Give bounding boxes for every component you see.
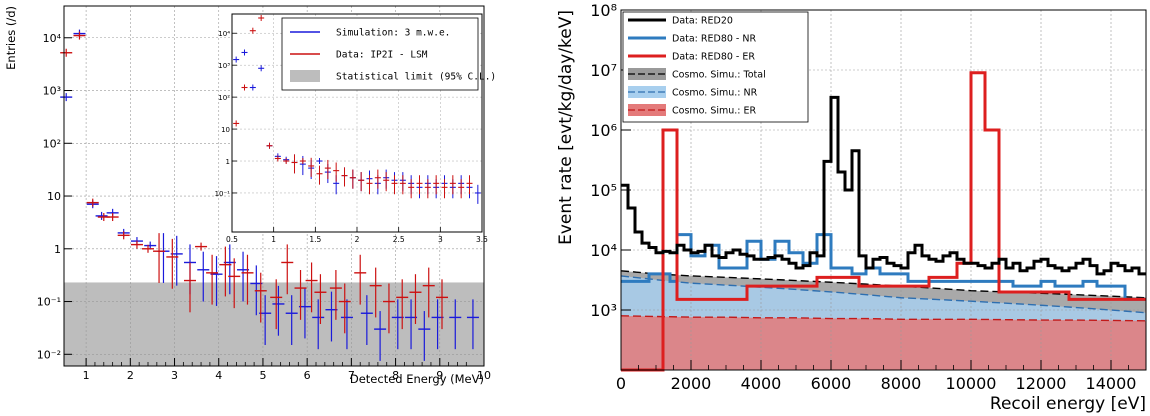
legend-stat-limit-swatch <box>290 70 320 82</box>
left-panel: 1 2 3 4 5 6 7 8 9 10 10⁻² 10⁻¹ 1 10 10² 10³ 10⁴ Detected… <box>4 5 496 386</box>
left-legend: Simulation: 3 m.w.e. Data: IP2I - LSM St… <box>281 17 496 91</box>
legend-cosmo-nr-label: Cosmo. Simu.: NR <box>672 88 758 99</box>
legend-red80-er-label: Data: RED80 - ER <box>672 52 755 63</box>
inset-y-tick-label: 10⁻¹ <box>215 190 231 198</box>
legend-cosmo-er-fill <box>628 104 666 116</box>
inset-x-tick-label: 0.5 <box>226 235 238 244</box>
right-x-tick-label: 2000 <box>671 374 712 393</box>
legend-cosmo-nr-fill <box>628 86 666 98</box>
right-simulation-line <box>620 270 1147 299</box>
left-x-tick-label: 6 <box>304 369 311 382</box>
inset-x-tick-label: 1.5 <box>309 235 321 244</box>
right-y-tick-label: 10⁷ <box>590 61 617 80</box>
right-x-tick-label: 0 <box>616 374 626 393</box>
right-legend: Data: RED20 Data: RED80 - NR Data: RED80… <box>622 11 809 123</box>
inset-y-tick-label: 10³ <box>218 62 230 70</box>
inset-axis-ticks: 0.5 1 1.5 2 2.5 3 3.5 10⁻¹ 1 10 10² 10³ 10⁴ <box>215 30 489 244</box>
left-plot-frame <box>63 5 485 367</box>
left-data-marks <box>60 29 479 361</box>
right-x-tick-label: 6000 <box>811 374 852 393</box>
inset-data-marks <box>233 14 481 204</box>
left-y-tick-label: 10⁻² <box>37 348 61 361</box>
left-y-tick-label: 10² <box>43 137 61 150</box>
inset-x-tick-label: 1 <box>271 235 276 244</box>
right-x-tick-label: 4000 <box>741 374 782 393</box>
right-x-tick-label: 14000 <box>1086 374 1137 393</box>
left-x-tick-label: 7 <box>348 369 355 382</box>
right-y-tick-label: 10⁶ <box>590 121 617 140</box>
right-legend-box <box>622 11 809 123</box>
right-data-lines <box>620 71 1147 372</box>
left-x-axis-label: Detected Energy (MeV) <box>350 372 484 386</box>
right-simulation-line <box>620 315 1147 322</box>
left-x-tick-label: 10 <box>477 369 491 382</box>
right-simulation-fill-area <box>621 315 1146 370</box>
right-y-tick-label: 10⁴ <box>590 241 617 260</box>
right-panel: 0 2000 4000 6000 8000 10000 12000 14000 10³ 10⁴ 10… <box>556 1 1147 414</box>
legend-cosmo-er-label: Cosmo. Simu.: ER <box>672 106 757 117</box>
right-x-axis-label: Recoil energy [eV] <box>990 394 1146 414</box>
left-x-tick-label: 8 <box>392 369 399 382</box>
inset-y-tick-label: 10 <box>221 126 230 134</box>
right-axis-ticks: 0 2000 4000 6000 8000 10000 12000 14000 10³ 10⁴ 10… <box>590 1 1136 393</box>
left-x-tick-label: 5 <box>259 369 266 382</box>
legend-data-ip2i-label: Data: IP2I - LSM <box>336 50 428 61</box>
legend-red20-label: Data: RED20 <box>672 16 733 27</box>
right-histogram-line <box>621 71 1146 372</box>
left-y-tick-label: 1 <box>54 243 61 256</box>
left-x-tick-label: 2 <box>127 369 134 382</box>
inset-x-tick-label: 2 <box>355 235 360 244</box>
inset-y-tick-label: 10² <box>218 94 230 102</box>
left-axis-ticks: 1 2 3 4 5 6 7 8 9 10 10⁻² 10⁻¹ 1 10 10² 10³ 10⁴ <box>37 32 491 382</box>
right-y-tick-label: 10⁸ <box>590 1 617 20</box>
statistical-limit-band <box>64 282 484 366</box>
right-x-tick-label: 12000 <box>1016 374 1067 393</box>
right-x-tick-label: 10000 <box>946 374 997 393</box>
left-x-tick-label: 1 <box>83 369 90 382</box>
right-x-tick-label: 8000 <box>881 374 922 393</box>
inset-x-tick-label: 2.5 <box>393 235 405 244</box>
legend-simulation-label: Simulation: 3 m.w.e. <box>336 28 450 39</box>
left-y-axis-label: Entries (/d) <box>4 6 18 70</box>
right-y-tick-label: 10³ <box>590 301 617 320</box>
inset-y-tick-label: 1 <box>226 158 230 166</box>
right-simulation-line <box>620 275 1147 314</box>
left-x-tick-label: 3 <box>171 369 178 382</box>
legend-red80-nr-label: Data: RED80 - NR <box>672 34 756 45</box>
left-x-tick-label: 4 <box>215 369 222 382</box>
left-x-tick-label: 9 <box>436 369 443 382</box>
right-histogram-line <box>621 95 1146 276</box>
legend-stat-limit-label: Statistical limit (95% C.L.) <box>336 72 496 83</box>
right-y-tick-label: 10⁵ <box>590 181 617 200</box>
left-y-tick-label: 10⁴ <box>43 32 62 45</box>
left-y-tick-label: 10⁻¹ <box>37 296 61 309</box>
legend-cosmo-total-fill <box>628 68 666 80</box>
left-y-tick-label: 10³ <box>43 85 61 98</box>
right-y-axis-label: Event rate [evt/kg/day/keV] <box>556 10 576 245</box>
inset-plot: 0.5 1 1.5 2 2.5 3 3.5 10⁻¹ 1 10 10² 10³ 10⁴ Simulati… <box>215 13 496 244</box>
left-y-tick-label: 10 <box>47 190 61 203</box>
inset-x-tick-label: 3.5 <box>476 235 488 244</box>
inset-x-tick-label: 3 <box>438 235 443 244</box>
inset-y-tick-label: 10⁴ <box>218 30 230 38</box>
right-simulation-fills <box>621 270 1146 370</box>
legend-cosmo-total-label: Cosmo. Simu.: Total <box>672 70 766 81</box>
